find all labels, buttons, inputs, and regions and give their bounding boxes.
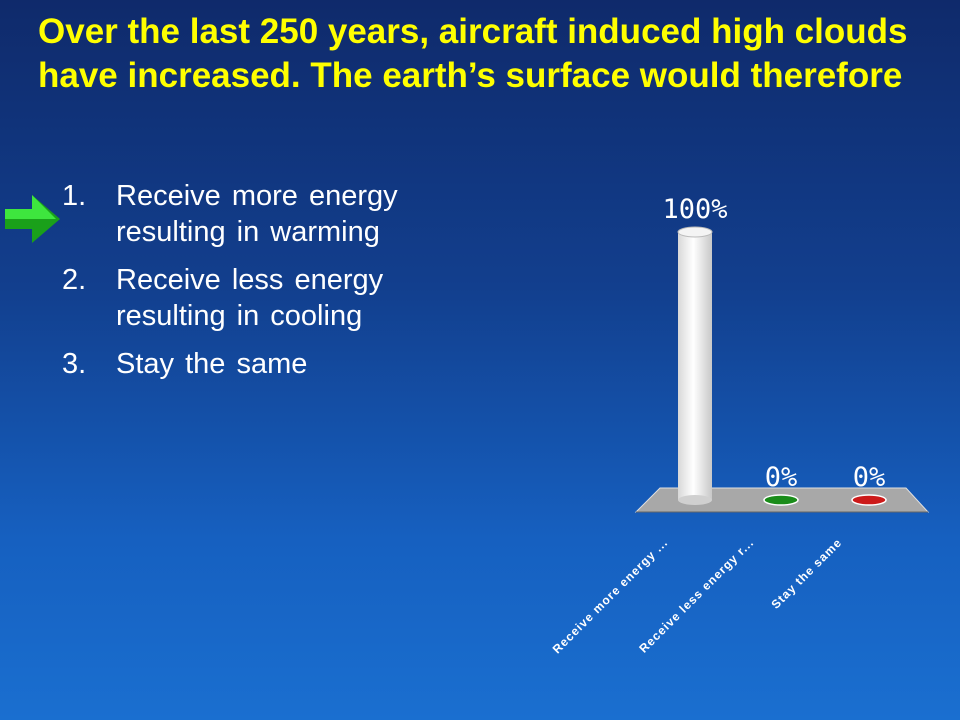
answer-number: 1. xyxy=(62,180,87,212)
answer-number: 2. xyxy=(62,264,87,296)
answer-option-3[interactable]: 3. Stay the same xyxy=(62,346,502,382)
bar-3 xyxy=(851,494,887,506)
value-label-1: 100% xyxy=(662,194,727,225)
answer-text: Receive less energy resulting in cooling xyxy=(116,264,384,332)
bar-1 xyxy=(677,226,713,505)
green-arrow-right-icon xyxy=(5,195,60,243)
answer-list: 1. Receive more energy resulting in warm… xyxy=(62,178,502,394)
answer-number: 3. xyxy=(62,348,87,380)
bar-2 xyxy=(763,494,799,506)
value-label-3: 0% xyxy=(853,462,886,493)
answer-text: Receive more energy resulting in warming xyxy=(116,180,398,248)
answer-option-1[interactable]: 1. Receive more energy resulting in warm… xyxy=(62,178,502,250)
category-label-3: Stay the same xyxy=(768,535,844,611)
answer-text: Stay the same xyxy=(116,348,308,380)
value-label-2: 0% xyxy=(765,462,798,493)
answer-option-2[interactable]: 2. Receive less energy resulting in cool… xyxy=(62,262,502,334)
slide-title: Over the last 250 years, aircraft induce… xyxy=(38,12,908,95)
